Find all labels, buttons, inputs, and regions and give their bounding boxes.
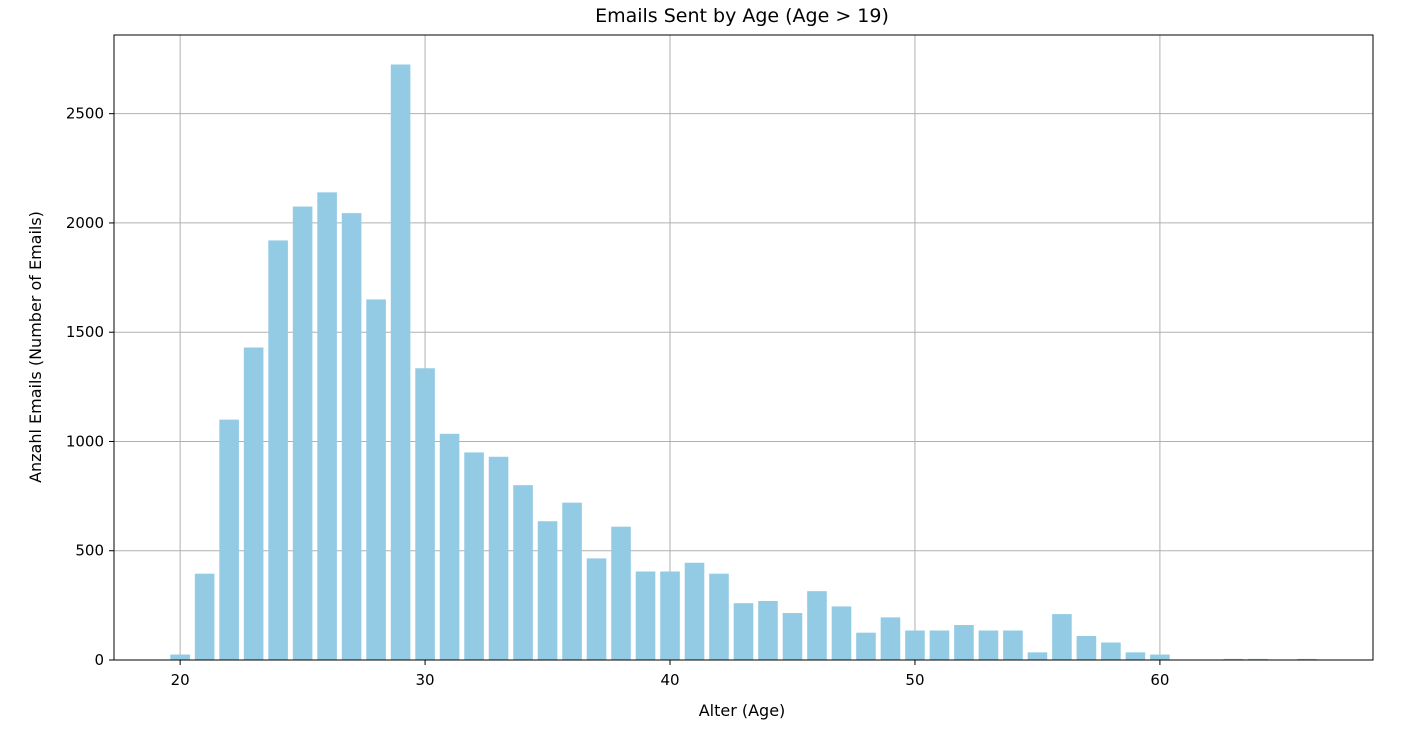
y-tick-label: 1500	[66, 323, 104, 341]
x-tick-label: 20	[171, 671, 190, 689]
bar	[390, 64, 411, 660]
bar	[1003, 630, 1023, 660]
bar	[611, 526, 631, 660]
bar	[856, 632, 876, 660]
bar	[488, 456, 509, 660]
bar	[758, 600, 778, 660]
bar	[1101, 642, 1121, 660]
bar	[880, 617, 901, 660]
y-tick-label: 0	[94, 651, 104, 669]
bar	[1076, 635, 1097, 660]
bar	[243, 347, 264, 660]
bar	[807, 591, 827, 660]
bar	[635, 571, 656, 660]
y-axis-ticks: 0 500 1000 1500 2000 2500	[66, 105, 114, 669]
bar	[684, 562, 705, 660]
bar	[660, 571, 680, 660]
chart-title: Emails Sent by Age (Age > 19)	[595, 5, 889, 27]
x-tick-label: 30	[416, 671, 435, 689]
bar	[1125, 652, 1146, 660]
plot-frame	[113, 34, 1374, 661]
bar	[978, 630, 999, 660]
bar	[586, 558, 607, 660]
bar	[1027, 652, 1048, 660]
x-tick-label: 40	[660, 671, 679, 689]
bar	[831, 606, 852, 660]
x-axis-ticks: 20 30 40 50 60	[171, 660, 1169, 689]
bar	[194, 573, 215, 660]
bar	[439, 433, 460, 660]
bar	[415, 368, 435, 660]
y-tick-label: 2500	[66, 105, 104, 123]
bar	[1052, 614, 1072, 660]
bar	[1248, 658, 1268, 660]
bar	[929, 630, 950, 660]
bar	[464, 452, 484, 660]
x-tick-label: 60	[1150, 671, 1169, 689]
bar	[782, 613, 803, 660]
y-tick-label: 500	[75, 542, 104, 560]
bar	[1223, 658, 1244, 660]
bar	[1297, 658, 1317, 660]
bar	[1150, 654, 1170, 660]
x-axis-label: Alter (Age)	[699, 701, 786, 720]
bar	[341, 213, 362, 660]
bars	[170, 64, 1317, 661]
bar	[513, 485, 533, 660]
y-tick-label: 1000	[66, 432, 104, 450]
bar	[954, 625, 974, 660]
x-tick-label: 50	[905, 671, 924, 689]
bar	[219, 419, 239, 660]
bar	[537, 521, 558, 660]
bar	[170, 654, 190, 660]
bar	[733, 603, 754, 660]
bar	[268, 240, 288, 660]
y-axis-label: Anzahl Emails (Number of Emails)	[26, 211, 45, 483]
bar	[709, 573, 729, 660]
bar	[562, 502, 582, 660]
bar	[366, 299, 386, 660]
bar	[905, 630, 925, 660]
y-tick-label: 2000	[66, 214, 104, 232]
bar	[292, 206, 313, 661]
bar	[317, 192, 337, 660]
